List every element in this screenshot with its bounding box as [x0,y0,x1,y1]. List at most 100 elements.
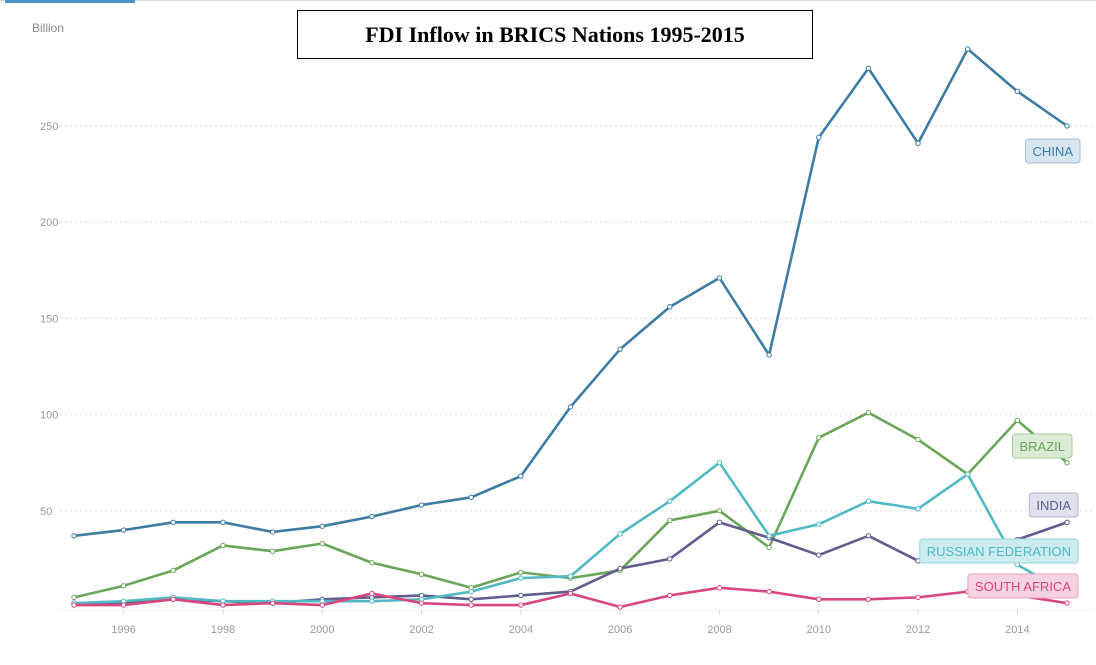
series-label-box [919,538,1079,564]
data-point-china [269,529,276,535]
data-point-india [865,533,872,539]
data-point-china [71,533,77,539]
x-tick-label: 2006 [608,624,632,636]
data-point-brazil [865,409,872,416]
series-line-china [73,47,1068,538]
data-point-brazil [319,540,325,547]
series-label-brazil: BRAZIL [1011,433,1073,459]
data-point-south-africa [269,600,276,606]
x-tick-label: 2010 [807,624,831,636]
data-point-south-africa [518,602,524,608]
top-border [0,0,1096,7]
data-point-china [170,519,177,526]
data-point-russian-federation [369,598,375,604]
data-point-brazil [269,548,276,554]
data-point-brazil [71,594,77,601]
data-point-south-africa [71,602,77,608]
x-tick-label: 1996 [111,624,135,636]
data-point-brazil [369,560,375,566]
data-point-south-africa [369,590,375,597]
data-point-brazil [220,542,226,549]
data-point-china [369,513,375,520]
data-point-brazil [170,567,177,574]
data-point-china [816,134,822,141]
data-point-china [865,65,872,71]
data-point-brazil [667,517,673,524]
data-point-south-africa [667,592,673,599]
x-tick-label: 2008 [707,624,731,636]
top-accent-bar [5,0,135,3]
data-point-china [319,523,325,529]
data-point-brazil [518,569,524,576]
data-point-south-africa [120,602,127,608]
data-point-india [518,592,524,599]
data-point-brazil [418,571,425,577]
data-point-russian-federation [667,498,673,504]
data-point-india [468,596,474,603]
data-point-russian-federation [716,459,723,466]
series-label-china: CHINA [1025,138,1081,164]
x-tick-label: 1998 [211,624,235,636]
data-point-india [667,556,673,562]
chart-title: FDI Inflow in BRICS Nations 1995-2015 [297,10,813,59]
data-point-brazil [1064,459,1070,466]
series-label-text: CHINA [1033,144,1074,159]
data-point-south-africa [418,600,425,606]
data-point-south-africa [915,594,921,601]
data-point-china [766,352,772,358]
data-point-south-africa [617,604,623,610]
y-axis-unit-label: Billion [32,21,65,35]
series-label-box [1011,433,1073,459]
y-tick-label: 250 [40,121,58,133]
data-point-russian-federation [617,531,623,537]
series-label-russian-federation: RUSSIAN FEDERATION [919,538,1079,564]
series-label-text: SOUTH AFRICA [975,579,1071,594]
data-point-south-africa [865,596,872,603]
data-point-russian-federation [816,521,822,527]
series-label-text: BRAZIL [1019,439,1065,454]
data-point-south-africa [220,602,226,608]
data-point-india [716,519,723,526]
data-point-south-africa [766,588,772,595]
y-tick-label: 50 [40,506,52,518]
gridlines [60,125,1092,611]
data-point-brazil [915,436,921,443]
data-point-south-africa [567,590,574,597]
data-point-china [617,346,623,352]
data-point-south-africa [716,585,723,591]
data-point-china [567,404,574,410]
data-point-china [1064,123,1070,129]
axis-ticks: 50 100 150 200 250 1996 1998 2000 2002 2004 2006 20… [40,121,1030,636]
data-point-china [716,275,723,281]
data-point-south-africa [816,596,822,603]
series-labels: CHINA BRAZIL INDIA RUSSIAN FEDERATION SOUTH … [919,138,1081,599]
y-tick-label: 200 [40,217,58,229]
x-tick-label: 2012 [906,624,930,636]
data-point-china [518,473,524,479]
data-point-china [1014,88,1021,95]
data-point-brazil [816,434,822,441]
data-point-russian-federation [468,588,474,595]
data-point-brazil [716,508,723,514]
data-point-south-africa [319,602,325,608]
data-point-russian-federation [865,498,872,504]
data-point-brazil [766,544,772,551]
y-tick-label: 150 [40,313,58,325]
data-point-south-africa [1064,600,1070,606]
data-point-india [816,552,822,558]
y-tick-label: 100 [40,410,58,422]
data-point-russian-federation [766,533,772,539]
data-point-india [1064,519,1070,526]
series-label-box [1025,138,1081,164]
data-point-china [468,494,474,501]
x-tick-label: 2002 [409,624,433,636]
data-point-russian-federation [965,471,971,477]
data-point-china [965,46,971,52]
series-label-text: INDIA [1036,498,1071,513]
data-point-russian-federation [567,573,574,579]
data-point-south-africa [468,602,474,608]
data-point-india [617,565,623,572]
series-label-box [967,573,1079,599]
